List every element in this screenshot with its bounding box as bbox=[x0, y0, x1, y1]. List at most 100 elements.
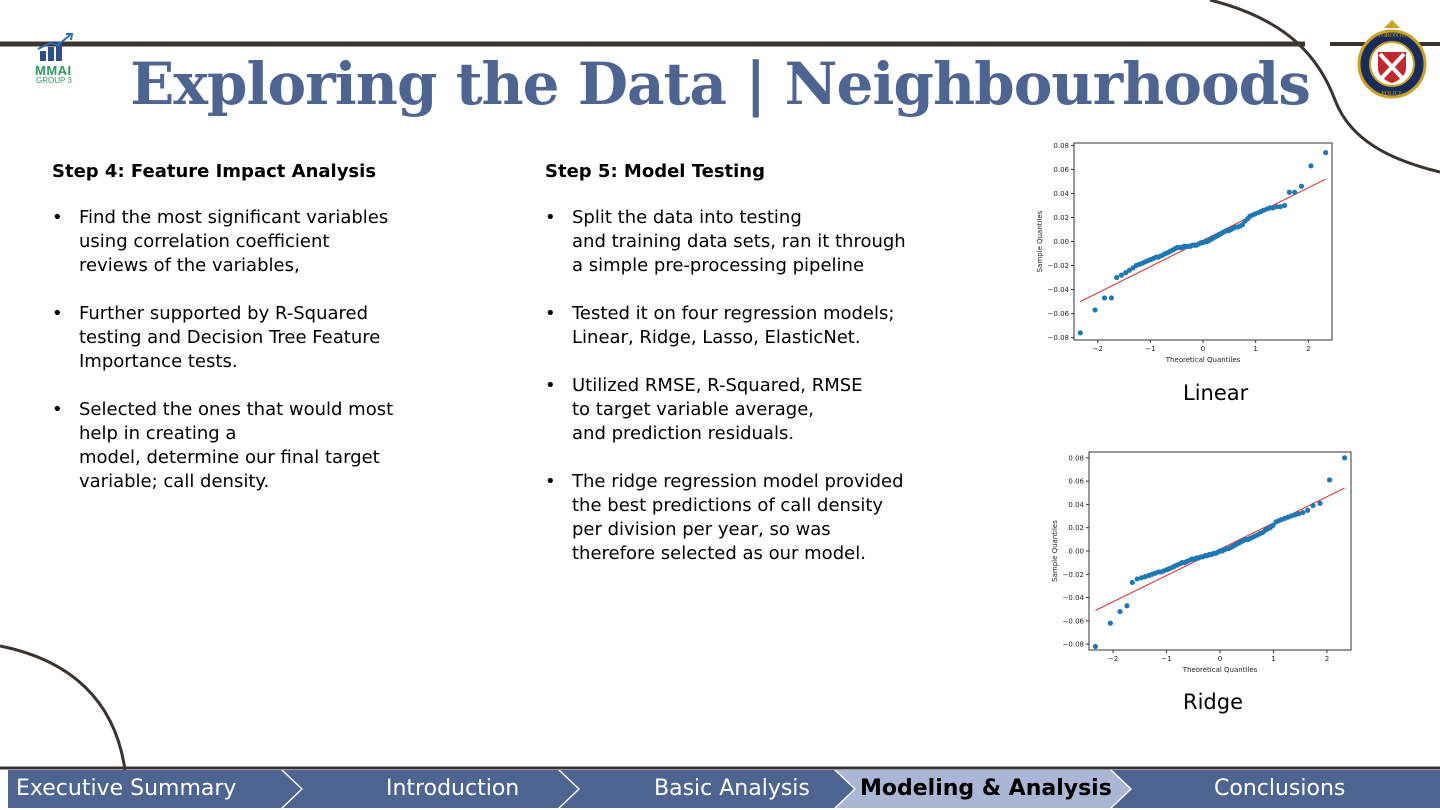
data-point bbox=[1292, 189, 1298, 195]
data-point bbox=[1277, 204, 1283, 210]
x-tick-label: 0 bbox=[1218, 655, 1222, 663]
data-point bbox=[1092, 307, 1098, 313]
list-item: • Split the data into testing and trainin… bbox=[545, 206, 975, 278]
bullet: • bbox=[52, 303, 63, 324]
y-tick-label: 0.08 bbox=[1053, 142, 1069, 150]
data-point bbox=[1296, 511, 1302, 517]
list-item: • Tested it on four regression models; Li… bbox=[545, 302, 975, 350]
logo-text: MMAI bbox=[35, 63, 72, 78]
y-tick-label: 0.06 bbox=[1068, 478, 1084, 486]
page-title: Exploring the Data | Neighbourhoods bbox=[130, 50, 1311, 118]
data-point bbox=[1286, 189, 1292, 195]
qq-plot-ridge: −2 −1 0 1 2 −0.08 −0.06 −0.04 −0.02 0.00 0.02 0.04 0… bbox=[1051, 451, 1352, 674]
bullet-text: Further supported by R-Squared testing a… bbox=[79, 303, 381, 372]
nav-shape-executive-summary bbox=[8, 770, 301, 808]
x-tick-label: −1 bbox=[1145, 345, 1155, 353]
nav-shape-conclusions bbox=[1112, 770, 1440, 808]
tab-basic-analysis[interactable]: Basic Analysis bbox=[654, 776, 810, 801]
data-point bbox=[1305, 507, 1311, 513]
y-tick-label: −0.04 bbox=[1048, 286, 1070, 294]
growth-chart-icon bbox=[37, 33, 74, 61]
bullet: • bbox=[545, 207, 556, 228]
x-tick-label: 2 bbox=[1306, 345, 1310, 353]
x-tick-label: 1 bbox=[1271, 655, 1275, 663]
y-tick-label: 0.02 bbox=[1053, 214, 1069, 222]
caption-ridge: Ridge bbox=[1183, 690, 1244, 714]
data-point bbox=[1101, 295, 1108, 301]
data-point bbox=[1317, 500, 1323, 506]
data-point bbox=[1117, 608, 1123, 615]
data-point bbox=[1077, 330, 1083, 336]
bullet-text: Find the most significant variables usin… bbox=[79, 207, 389, 276]
data-point bbox=[1124, 603, 1130, 609]
x-axis-label: Theoretical Quantiles bbox=[1182, 666, 1258, 674]
data-point bbox=[1118, 272, 1124, 278]
y-tick-label: 0.04 bbox=[1053, 190, 1069, 198]
data-point bbox=[1126, 267, 1132, 273]
y-tick-label: 0.00 bbox=[1068, 548, 1084, 556]
data-point bbox=[1270, 522, 1276, 528]
x-tick-label: −2 bbox=[1093, 345, 1103, 353]
data-point bbox=[1134, 576, 1140, 582]
bullet: • bbox=[52, 399, 63, 420]
list-item: • Selected the ones that would most help … bbox=[52, 398, 472, 494]
data-point bbox=[1092, 643, 1099, 650]
step4-heading: Step 4: Feature Impact Analysis bbox=[52, 161, 377, 182]
bullet: • bbox=[52, 207, 63, 228]
data-point bbox=[1274, 204, 1280, 210]
x-axis-label: Theoretical Quantiles bbox=[1165, 356, 1241, 364]
tab-executive-summary[interactable]: Executive Summary bbox=[16, 776, 237, 801]
y-tick-label: 0.04 bbox=[1068, 501, 1084, 509]
bullet-text: Split the data into testing and training… bbox=[572, 207, 906, 276]
data-point bbox=[1123, 270, 1129, 276]
data-point bbox=[1323, 150, 1329, 156]
x-tick-label: 1 bbox=[1253, 345, 1257, 353]
list-item: • Further supported by R-Squared testing … bbox=[52, 302, 472, 374]
y-tick-label: −0.02 bbox=[1048, 262, 1069, 270]
y-tick-label: −0.06 bbox=[1063, 617, 1085, 625]
step4-list: • Find the most significant variables usi… bbox=[52, 206, 472, 494]
step5-section: Step 5: Model Testing • Split the data in… bbox=[545, 160, 975, 590]
y-tick-label: −0.06 bbox=[1048, 310, 1070, 318]
tab-modeling-analysis[interactable]: Modeling & Analysis bbox=[860, 776, 1112, 801]
data-point bbox=[1239, 222, 1246, 228]
data-point bbox=[1129, 579, 1135, 586]
nav-shape-basic-analysis bbox=[560, 770, 854, 808]
bullet-text: Tested it on four regression models; Lin… bbox=[572, 303, 895, 348]
y-tick-label: 0.02 bbox=[1068, 524, 1084, 532]
tab-conclusions[interactable]: Conclusions bbox=[1214, 776, 1346, 801]
bullet-text: The ridge regression model provided the … bbox=[572, 471, 904, 564]
caption-linear: Linear bbox=[1183, 381, 1249, 405]
list-item: • Utilized RMSE, R-Squared, RMSE to targe… bbox=[545, 374, 975, 446]
y-tick-label: −0.02 bbox=[1063, 571, 1084, 579]
data-point bbox=[1298, 183, 1305, 189]
y-axis-label: Sample Quantiles bbox=[1051, 520, 1059, 582]
tab-introduction[interactable]: Introduction bbox=[386, 776, 520, 801]
logo-subtext: GROUP 3 bbox=[36, 76, 72, 85]
nav-shape-introduction bbox=[283, 770, 578, 808]
list-item: • The ridge regression model provided the… bbox=[545, 470, 975, 566]
bullet-text: Selected the ones that would most help i… bbox=[79, 399, 394, 492]
data-point bbox=[1308, 163, 1314, 169]
y-tick-label: 0.06 bbox=[1053, 166, 1069, 174]
bullet: • bbox=[545, 303, 556, 324]
qq-plot-linear: −2 −1 0 1 2 −0.08 −0.06 −0.04 −0.02 0.00 0.02 0.04 0… bbox=[1036, 142, 1333, 364]
bullet-text: Utilized RMSE, R-Squared, RMSE to target… bbox=[572, 375, 863, 444]
data-point bbox=[1300, 509, 1306, 516]
data-point bbox=[1341, 455, 1348, 461]
y-tick-label: −0.08 bbox=[1048, 334, 1069, 342]
data-point bbox=[1310, 502, 1316, 509]
data-point bbox=[1107, 620, 1113, 626]
x-tick-label: 2 bbox=[1325, 655, 1329, 663]
bullet: • bbox=[545, 471, 556, 492]
data-point bbox=[1108, 295, 1114, 301]
x-tick-label: −1 bbox=[1161, 655, 1171, 663]
data-point bbox=[1114, 274, 1120, 281]
nav-chevrons bbox=[8, 770, 1440, 808]
y-tick-label: −0.04 bbox=[1063, 594, 1085, 602]
step5-heading: Step 5: Model Testing bbox=[545, 161, 766, 182]
step4-section: Step 4: Feature Impact Analysis • Find th… bbox=[52, 160, 472, 518]
data-point bbox=[1282, 202, 1288, 209]
crest-top-text: TORONTO bbox=[1378, 33, 1407, 39]
y-tick-label: −0.08 bbox=[1063, 641, 1084, 649]
